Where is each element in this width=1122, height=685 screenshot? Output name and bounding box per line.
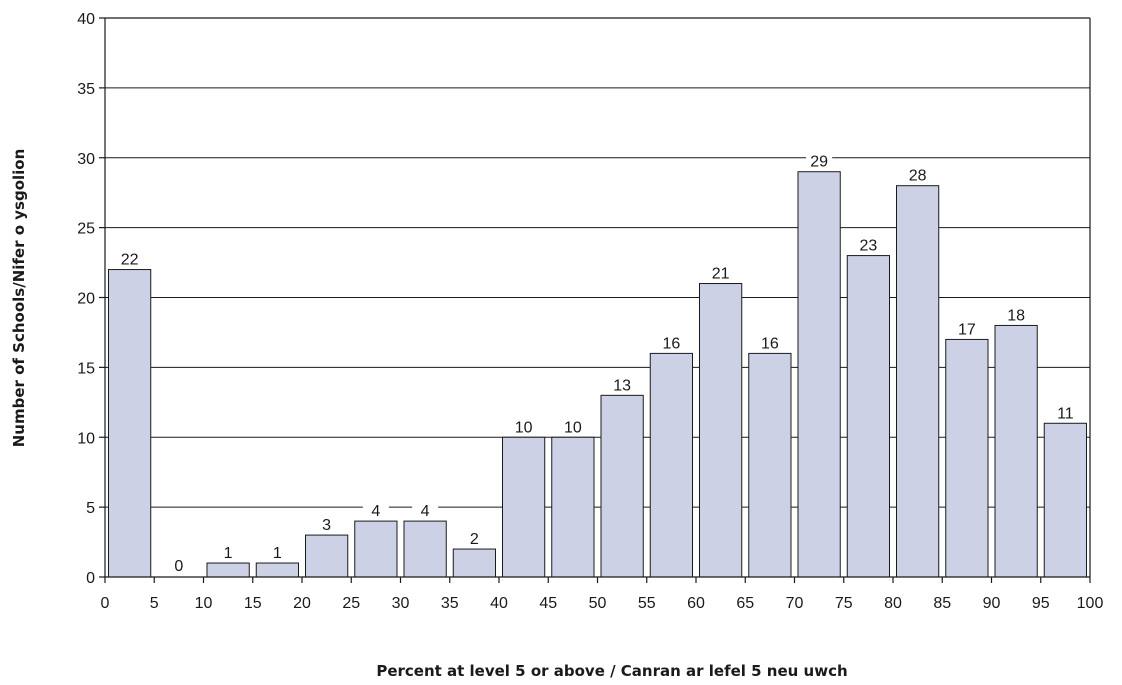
bar-0-5 xyxy=(108,269,152,578)
data-label-bg-75-80 xyxy=(855,234,882,254)
data-label-bg-10-15 xyxy=(215,542,242,562)
x-tick-label-35: 35 xyxy=(441,595,459,612)
bar-30-35 xyxy=(403,520,447,578)
y-tick-label-10: 10 xyxy=(77,430,95,447)
y-tick-label-40: 40 xyxy=(77,11,95,28)
data-label-50-55: 13 xyxy=(613,377,631,394)
data-label-bg-0-5 xyxy=(116,248,143,268)
y-axis-title: Number of Schools/Nifer o ysgolion xyxy=(10,149,28,448)
data-label-bg-50-55 xyxy=(609,374,636,394)
bar-50-55 xyxy=(600,394,644,578)
bar-10-15 xyxy=(206,562,250,578)
data-label-75-80: 23 xyxy=(859,238,877,255)
x-tick-label-90: 90 xyxy=(983,595,1001,612)
data-label-60-65: 21 xyxy=(712,266,730,283)
bar-45-50 xyxy=(551,436,595,578)
data-label-25-30: 4 xyxy=(371,503,380,520)
data-label-65-70: 16 xyxy=(761,335,779,352)
x-tick-label-100: 100 xyxy=(1077,595,1104,612)
bar-75-80 xyxy=(846,255,890,578)
axes xyxy=(99,17,1091,583)
data-label-5-10: 0 xyxy=(174,558,183,575)
data-label-95-100: 11 xyxy=(1057,405,1074,422)
bar-40-45 xyxy=(502,436,546,578)
bars xyxy=(108,171,1087,578)
data-label-bg-85-90 xyxy=(953,318,980,338)
y-tick-label-30: 30 xyxy=(77,151,95,168)
data-label-10-15: 1 xyxy=(224,545,233,562)
data-label-80-85: 28 xyxy=(909,168,927,185)
data-label-45-50: 10 xyxy=(564,419,582,436)
x-tick-label-20: 20 xyxy=(293,595,311,612)
data-label-55-60: 16 xyxy=(662,335,680,352)
gridlines xyxy=(105,17,1090,508)
data-label-bg-20-25 xyxy=(313,514,340,534)
y-tick-label-15: 15 xyxy=(77,360,95,377)
data-label-30-35: 4 xyxy=(421,503,430,520)
x-tick-label-55: 55 xyxy=(638,595,656,612)
x-tick-label-45: 45 xyxy=(539,595,557,612)
y-tick-label-25: 25 xyxy=(77,221,95,238)
data-label-15-20: 1 xyxy=(273,545,282,562)
x-tick-label-95: 95 xyxy=(1032,595,1050,612)
y-tick-label-20: 20 xyxy=(77,291,95,308)
data-label-bg-45-50 xyxy=(559,416,586,436)
bar-20-25 xyxy=(305,534,349,578)
y-tick-label-0: 0 xyxy=(86,570,95,587)
bar-25-30 xyxy=(354,520,398,578)
data-label-70-75: 29 xyxy=(810,154,828,171)
x-tick-label-10: 10 xyxy=(195,595,213,612)
data-label-bg-70-75 xyxy=(806,150,833,170)
data-label-85-90: 17 xyxy=(958,321,976,338)
bar-15-20 xyxy=(255,562,299,578)
data-label-40-45: 10 xyxy=(515,419,533,436)
x-tick-label-70: 70 xyxy=(786,595,804,612)
data-label-bg-40-45 xyxy=(510,416,537,436)
bar-35-40 xyxy=(452,548,496,578)
x-tick-label-65: 65 xyxy=(736,595,754,612)
data-label-bg-15-20 xyxy=(264,542,291,562)
data-label-bg-80-85 xyxy=(904,164,931,184)
x-tick-label-85: 85 xyxy=(933,595,951,612)
data-label-bg-30-35 xyxy=(412,500,439,520)
x-tick-label-75: 75 xyxy=(835,595,853,612)
x-tick-label-15: 15 xyxy=(244,595,262,612)
x-tick-labels: 0 5 10 15 20 25 30 35 40 45 50 55 60 65 70 75 80 85 90 95 10… xyxy=(101,595,1104,612)
data-label-bg-25-30 xyxy=(362,500,389,520)
bar-55-60 xyxy=(649,352,693,578)
data-label-35-40: 2 xyxy=(470,531,479,548)
data-label-bg-55-60 xyxy=(658,332,685,352)
y-tick-label-5: 5 xyxy=(86,500,95,517)
bar-60-65 xyxy=(699,283,743,578)
x-tick-label-25: 25 xyxy=(342,595,360,612)
x-tick-label-5: 5 xyxy=(150,595,159,612)
x-tick-label-40: 40 xyxy=(490,595,508,612)
data-label-bg-95-100 xyxy=(1052,402,1079,422)
y-tick-labels: 0 5 10 15 20 25 30 35 40 xyxy=(77,11,95,587)
x-tick-label-80: 80 xyxy=(884,595,902,612)
x-tick-label-60: 60 xyxy=(687,595,705,612)
bar-80-85 xyxy=(896,185,940,578)
data-label-20-25: 3 xyxy=(322,517,331,534)
bar-85-90 xyxy=(945,338,989,578)
data-label-bg-60-65 xyxy=(707,262,734,282)
x-axis-title: Percent at level 5 or above / Canran ar … xyxy=(376,662,847,680)
bar-70-75 xyxy=(797,171,841,578)
bar-90-95 xyxy=(994,324,1038,578)
data-label-bg-35-40 xyxy=(461,528,488,548)
x-tick-label-0: 0 xyxy=(101,595,110,612)
data-label-bg-90-95 xyxy=(1003,304,1030,324)
data-label-0-5: 22 xyxy=(121,252,139,269)
data-label-90-95: 18 xyxy=(1007,307,1025,324)
x-tick-label-30: 30 xyxy=(392,595,410,612)
bar-65-70 xyxy=(748,352,792,578)
data-label-bg-65-70 xyxy=(756,332,783,352)
y-tick-label-35: 35 xyxy=(77,81,95,98)
x-tick-label-50: 50 xyxy=(589,595,607,612)
bar-95-100 xyxy=(1043,422,1087,578)
